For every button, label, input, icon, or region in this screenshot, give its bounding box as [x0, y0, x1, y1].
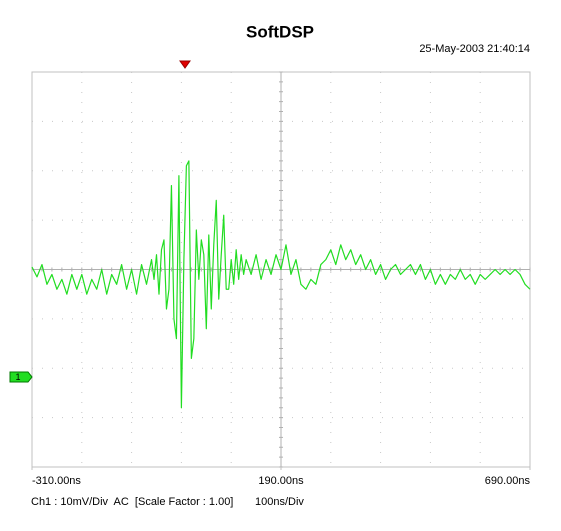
trigger-marker: [179, 60, 191, 69]
chart-title: SoftDSP: [246, 22, 314, 41]
x-tick-label: 690.00ns: [485, 475, 531, 487]
x-tick-label: 190.00ns: [258, 475, 304, 487]
x-tick-label: -310.00ns: [32, 475, 81, 487]
channel-status: Ch1 : 10mV/Div AC [Scale Factor : 1.00]: [31, 496, 233, 508]
timebase-status: 100ns/Div: [255, 496, 304, 508]
trace: [31, 160, 531, 409]
channel-marker: [9, 371, 33, 383]
channel-marker-label: 1: [15, 372, 20, 382]
timestamp: 25-May-2003 21:40:14: [419, 43, 530, 55]
